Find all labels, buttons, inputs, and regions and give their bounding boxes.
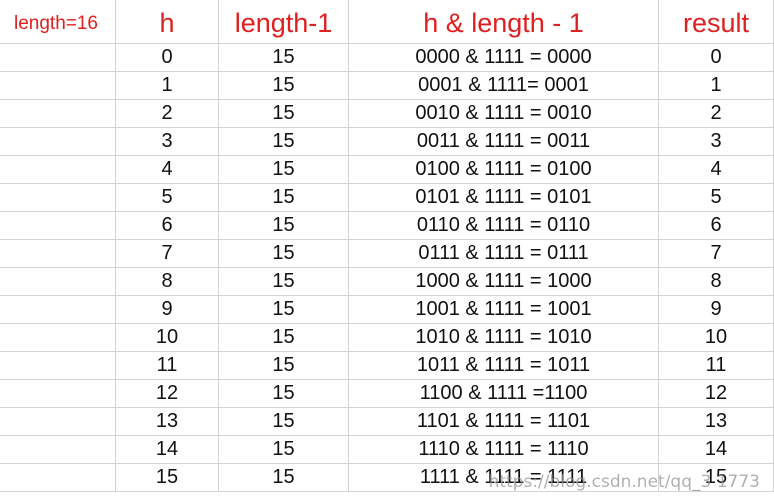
expression-cell[interactable]: 0100 & 1111 = 0100: [349, 156, 659, 184]
h-cell[interactable]: 5: [116, 184, 219, 212]
h-cell[interactable]: 7: [116, 240, 219, 268]
length-minus-1-cell[interactable]: 15: [219, 464, 349, 492]
expression-cell[interactable]: 1000 & 1111 = 1000: [349, 268, 659, 296]
row-blank-cell[interactable]: [0, 72, 116, 100]
row-blank-cell[interactable]: [0, 100, 116, 128]
column-header-expression[interactable]: h & length - 1: [349, 0, 659, 44]
result-cell[interactable]: 4: [659, 156, 774, 184]
h-cell[interactable]: 1: [116, 72, 219, 100]
expression-cell[interactable]: 0001 & 1111= 0001: [349, 72, 659, 100]
row-blank-cell[interactable]: [0, 436, 116, 464]
column-header-length-minus-1[interactable]: length-1: [219, 0, 349, 44]
row-blank-cell[interactable]: [0, 184, 116, 212]
length-minus-1-cell[interactable]: 15: [219, 296, 349, 324]
result-cell[interactable]: 1: [659, 72, 774, 100]
result-cell[interactable]: 12: [659, 380, 774, 408]
length-minus-1-cell[interactable]: 15: [219, 324, 349, 352]
result-cell[interactable]: 0: [659, 44, 774, 72]
expression-cell[interactable]: 0111 & 1111 = 0111: [349, 240, 659, 268]
row-blank-cell[interactable]: [0, 352, 116, 380]
row-blank-cell[interactable]: [0, 156, 116, 184]
expression-cell[interactable]: 1010 & 1111 = 1010: [349, 324, 659, 352]
h-cell[interactable]: 6: [116, 212, 219, 240]
h-cell[interactable]: 12: [116, 380, 219, 408]
row-blank-cell[interactable]: [0, 296, 116, 324]
length-minus-1-cell[interactable]: 15: [219, 436, 349, 464]
length-minus-1-cell[interactable]: 15: [219, 44, 349, 72]
length-minus-1-cell[interactable]: 15: [219, 212, 349, 240]
result-cell[interactable]: 10: [659, 324, 774, 352]
expression-cell[interactable]: 0110 & 1111 = 0110: [349, 212, 659, 240]
length-minus-1-cell[interactable]: 15: [219, 240, 349, 268]
result-cell[interactable]: 13: [659, 408, 774, 436]
h-cell[interactable]: 14: [116, 436, 219, 464]
column-header-result[interactable]: result: [659, 0, 774, 44]
length-label-cell[interactable]: length=16: [0, 0, 116, 44]
row-blank-cell[interactable]: [0, 324, 116, 352]
row-blank-cell[interactable]: [0, 212, 116, 240]
h-cell[interactable]: 9: [116, 296, 219, 324]
expression-cell[interactable]: 0011 & 1111 = 0011: [349, 128, 659, 156]
length-minus-1-cell[interactable]: 15: [219, 268, 349, 296]
expression-cell[interactable]: 1011 & 1111 = 1011: [349, 352, 659, 380]
h-cell[interactable]: 4: [116, 156, 219, 184]
expression-cell[interactable]: 1111 & 1111 = 1111: [349, 464, 659, 492]
expression-cell[interactable]: 0010 & 1111 = 0010: [349, 100, 659, 128]
result-cell[interactable]: 3: [659, 128, 774, 156]
expression-cell[interactable]: 1110 & 1111 = 1110: [349, 436, 659, 464]
length-minus-1-cell[interactable]: 15: [219, 352, 349, 380]
result-cell[interactable]: 7: [659, 240, 774, 268]
h-cell[interactable]: 2: [116, 100, 219, 128]
column-header-h[interactable]: h: [116, 0, 219, 44]
h-cell[interactable]: 10: [116, 324, 219, 352]
h-cell[interactable]: 8: [116, 268, 219, 296]
row-blank-cell[interactable]: [0, 240, 116, 268]
row-blank-cell[interactable]: [0, 464, 116, 492]
expression-cell[interactable]: 0101 & 1111 = 0101: [349, 184, 659, 212]
result-cell[interactable]: 15: [659, 464, 774, 492]
h-cell[interactable]: 13: [116, 408, 219, 436]
result-cell[interactable]: 5: [659, 184, 774, 212]
length-minus-1-cell[interactable]: 15: [219, 100, 349, 128]
length-minus-1-cell[interactable]: 15: [219, 408, 349, 436]
row-blank-cell[interactable]: [0, 128, 116, 156]
length-minus-1-cell[interactable]: 15: [219, 72, 349, 100]
length-minus-1-cell[interactable]: 15: [219, 184, 349, 212]
row-blank-cell[interactable]: [0, 408, 116, 436]
h-cell[interactable]: 11: [116, 352, 219, 380]
result-cell[interactable]: 9: [659, 296, 774, 324]
result-cell[interactable]: 6: [659, 212, 774, 240]
h-cell[interactable]: 15: [116, 464, 219, 492]
result-cell[interactable]: 14: [659, 436, 774, 464]
expression-cell[interactable]: 1101 & 1111 = 1101: [349, 408, 659, 436]
length-minus-1-cell[interactable]: 15: [219, 156, 349, 184]
expression-cell[interactable]: 1001 & 1111 = 1001: [349, 296, 659, 324]
row-blank-cell[interactable]: [0, 380, 116, 408]
row-blank-cell[interactable]: [0, 268, 116, 296]
result-cell[interactable]: 8: [659, 268, 774, 296]
length-minus-1-cell[interactable]: 15: [219, 128, 349, 156]
result-cell[interactable]: 11: [659, 352, 774, 380]
result-cell[interactable]: 2: [659, 100, 774, 128]
h-cell[interactable]: 3: [116, 128, 219, 156]
row-blank-cell[interactable]: [0, 44, 116, 72]
expression-cell[interactable]: 0000 & 1111 = 0000: [349, 44, 659, 72]
expression-cell[interactable]: 1100 & 1111 =1100: [349, 380, 659, 408]
h-cell[interactable]: 0: [116, 44, 219, 72]
length-minus-1-cell[interactable]: 15: [219, 380, 349, 408]
